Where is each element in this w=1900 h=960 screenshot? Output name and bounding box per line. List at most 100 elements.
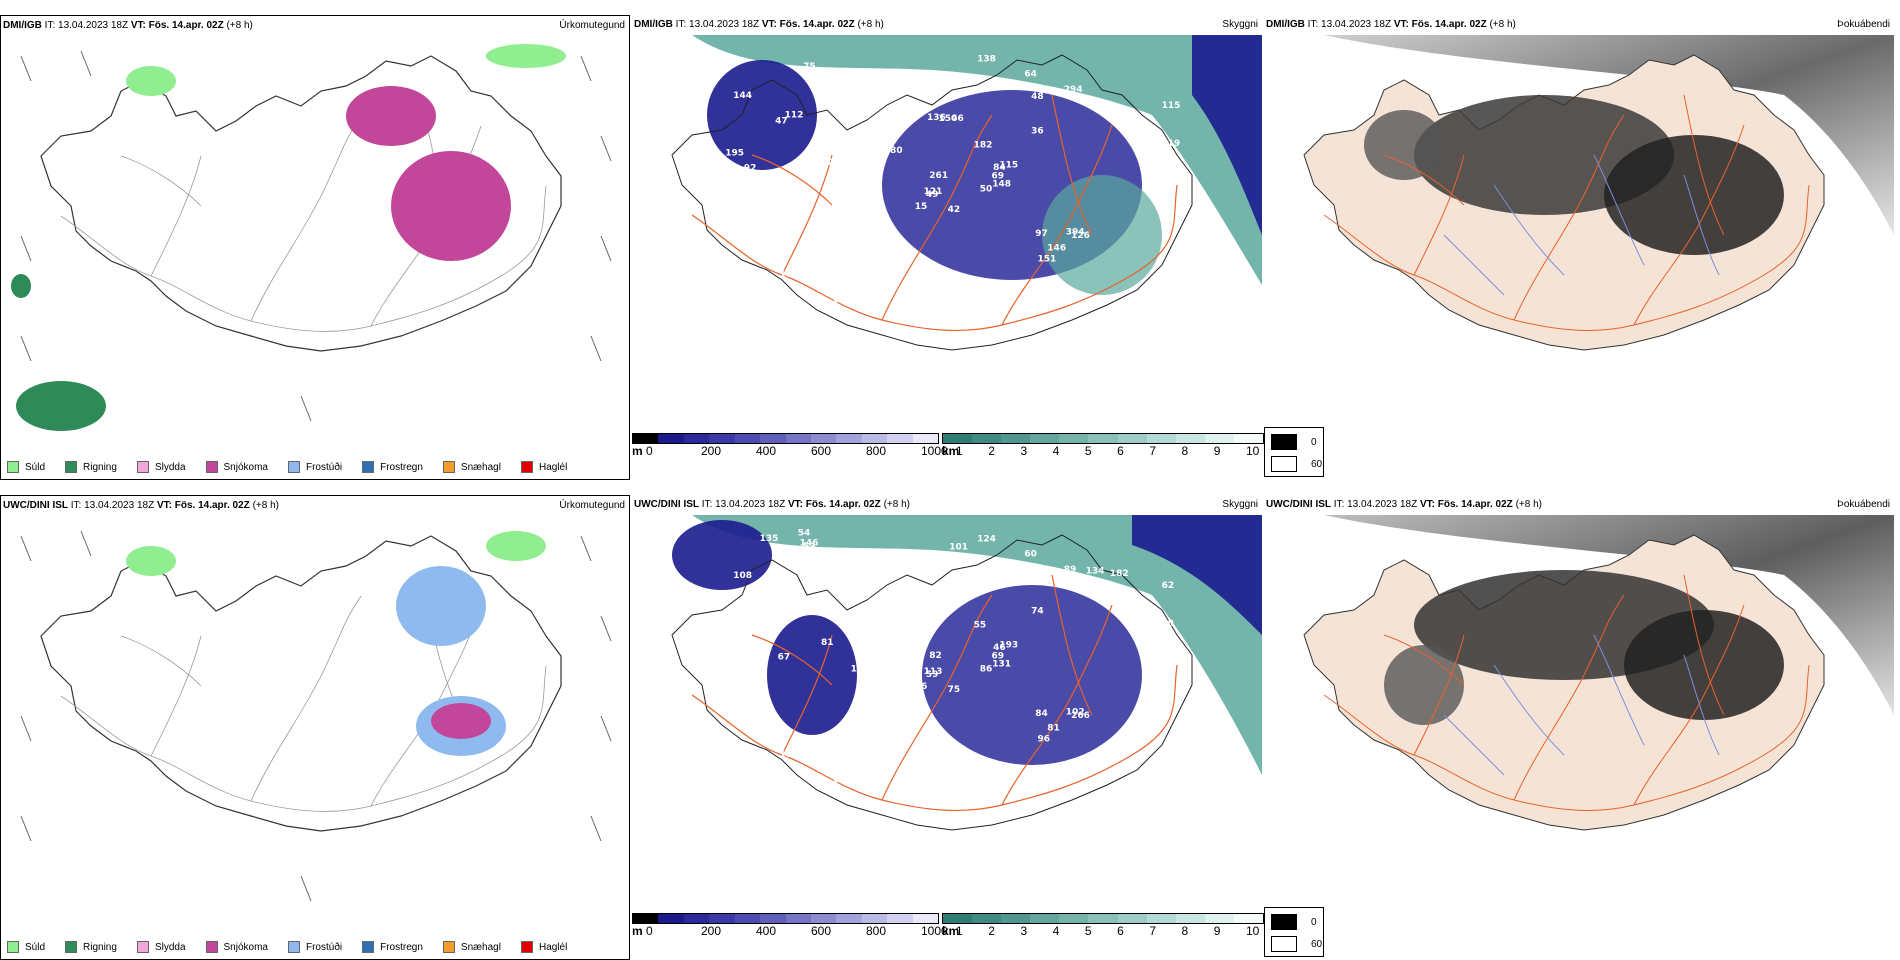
- colorbar-step: [785, 914, 811, 923]
- lead-time: (+8 h): [252, 500, 279, 511]
- cloud-base-value: 206: [932, 772, 951, 782]
- panel-header: UWC/DINI ISL IT: 13.04.2023 18Z VT: Fös.…: [3, 500, 625, 514]
- cloud-base-value: 193: [999, 641, 1018, 651]
- precip-panel-row1: DMI/IGB IT: 13.04.2023 18Z VT: Fös. 14.a…: [0, 15, 630, 480]
- legend-swatch: [287, 461, 300, 473]
- legend-label: Slydda: [154, 941, 186, 953]
- colorbar-step: [1059, 914, 1089, 923]
- vt-label: VT:: [1419, 499, 1435, 510]
- precip-map: [20, 530, 612, 902]
- cloud-base-value: 195: [725, 149, 744, 159]
- colorbar-step: [683, 434, 710, 443]
- visibility-colorbar: [942, 913, 1264, 924]
- cloud-base-value: 109: [763, 325, 782, 335]
- it-value: 13.04.2023 18Z: [58, 20, 129, 31]
- precip-legend-item: Snjókoma: [205, 461, 268, 473]
- cloud-base-value: 124: [977, 535, 996, 545]
- cloud-base-value: 104: [845, 316, 864, 326]
- panel-header: UWC/DINI ISL IT: 13.04.2023 18Z VT: Fös.…: [1266, 499, 1890, 513]
- colorbar-tick: 1000: [921, 444, 948, 458]
- precip-legend-item: Haglél: [520, 941, 568, 953]
- colorbar-step: [943, 434, 973, 443]
- vt-label: VT:: [787, 499, 803, 510]
- colorbar-step: [836, 914, 862, 923]
- it-value: 13.04.2023 18Z: [1321, 19, 1392, 30]
- legend-swatch: [520, 941, 533, 953]
- drizzle-area: [486, 531, 546, 561]
- panel-title: Þokuábendi: [1837, 19, 1890, 30]
- colorbar-tick: 4: [1052, 924, 1060, 938]
- colorbar-step: [1146, 434, 1176, 443]
- colorbar-tick: 600: [811, 444, 832, 458]
- cloud-base-value: 201: [1134, 602, 1153, 612]
- cloud-base-value: 115: [999, 161, 1018, 171]
- source-label: DMI/IGB: [3, 20, 42, 31]
- legend-label: Haglél: [538, 941, 568, 953]
- cloud-base-value: 47: [775, 116, 788, 126]
- colorbar-step: [1117, 434, 1147, 443]
- cloud-base-value: 95: [828, 281, 841, 291]
- cloud-base-value: 160: [828, 611, 847, 621]
- colorbar-step: [1175, 434, 1205, 443]
- vt-label: VT:: [130, 20, 146, 31]
- colorbar-tick: 7: [1149, 444, 1157, 458]
- cloud-panel-row2: UWC/DINI ISL IT: 13.04.2023 18Z VT: Fös.…: [632, 495, 1264, 960]
- vt-label: VT:: [1393, 19, 1409, 30]
- it-label: IT:: [44, 20, 56, 31]
- colorbar-step: [1001, 434, 1031, 443]
- cloud-base-value: 105: [853, 267, 872, 277]
- colorbar-step: [836, 434, 862, 443]
- cloud-base-value: 101: [1134, 122, 1153, 132]
- cloud-base-value: 102: [1066, 707, 1085, 717]
- legend-label: Haglél: [538, 461, 568, 473]
- lead-time: (+8 h): [1489, 19, 1516, 30]
- cloud-base-value: 56: [778, 172, 791, 182]
- cloud-base-value: 60: [1154, 800, 1167, 810]
- cloud-base-value: 101: [949, 543, 968, 553]
- fog-panel-row2: UWC/DINI ISL IT: 13.04.2023 18Z VT: Fös.…: [1264, 495, 1894, 960]
- vt-value: Fös. 14.apr. 02Z: [1437, 499, 1513, 510]
- cloud-base-value: 131: [992, 659, 1011, 669]
- legend-label: Súld: [25, 461, 46, 473]
- legend-swatch: [362, 941, 375, 953]
- colorbar-step: [972, 434, 1002, 443]
- cloud-base-value: 115: [851, 665, 870, 675]
- cloud-base-value: 106: [1148, 769, 1167, 779]
- legend-swatch: [136, 461, 149, 473]
- colorbar-step: [658, 914, 684, 923]
- it-value: 13.04.2023 18Z: [1347, 499, 1418, 510]
- colorbar-tick: 10: [1246, 444, 1260, 458]
- cloud-base-value: 184: [929, 553, 948, 563]
- cloud-base-value: 54: [798, 528, 811, 538]
- colorbar-tick: 3: [1020, 444, 1028, 458]
- cloud-base-value: 182: [974, 141, 993, 151]
- precip-legend-item: Rigning: [65, 941, 117, 953]
- colorbar-tick: 1: [956, 444, 963, 458]
- it-value: 13.04.2023 18Z: [689, 19, 760, 30]
- it-label: IT:: [70, 500, 82, 511]
- colorbar-step: [943, 914, 973, 923]
- colorbar-tick: 800: [866, 924, 887, 938]
- colorbar-step: [1088, 914, 1118, 923]
- it-label: IT:: [675, 19, 687, 30]
- legend-swatch: [205, 941, 218, 953]
- snow-area: [431, 703, 491, 739]
- cloud-base-value: 75: [948, 685, 961, 695]
- cloud-base-value: 123: [1148, 289, 1167, 299]
- cloud-base-value: 150: [939, 114, 958, 124]
- legend-label: Rigning: [83, 941, 117, 953]
- cloud-base-value: 97: [927, 593, 940, 603]
- colorbar-tick: 400: [756, 444, 777, 458]
- legend-label: Snæhagl: [460, 461, 501, 473]
- cloud-base-value: 54: [951, 594, 964, 604]
- precip-legend-item: Slydda: [136, 941, 186, 953]
- fog-legend-item: 0: [1271, 914, 1323, 930]
- legend-swatch: [287, 941, 300, 953]
- wind-barbs: [20, 50, 612, 422]
- colorbar-step: [633, 914, 659, 923]
- cloud-base-value: 112: [785, 111, 804, 121]
- panel-header: DMI/IGB IT: 13.04.2023 18Z VT: Fös. 14.a…: [1266, 19, 1890, 33]
- colorbar-step: [1059, 434, 1089, 443]
- cloud-base-colorbar: [632, 913, 939, 924]
- colorbar-step: [709, 434, 735, 443]
